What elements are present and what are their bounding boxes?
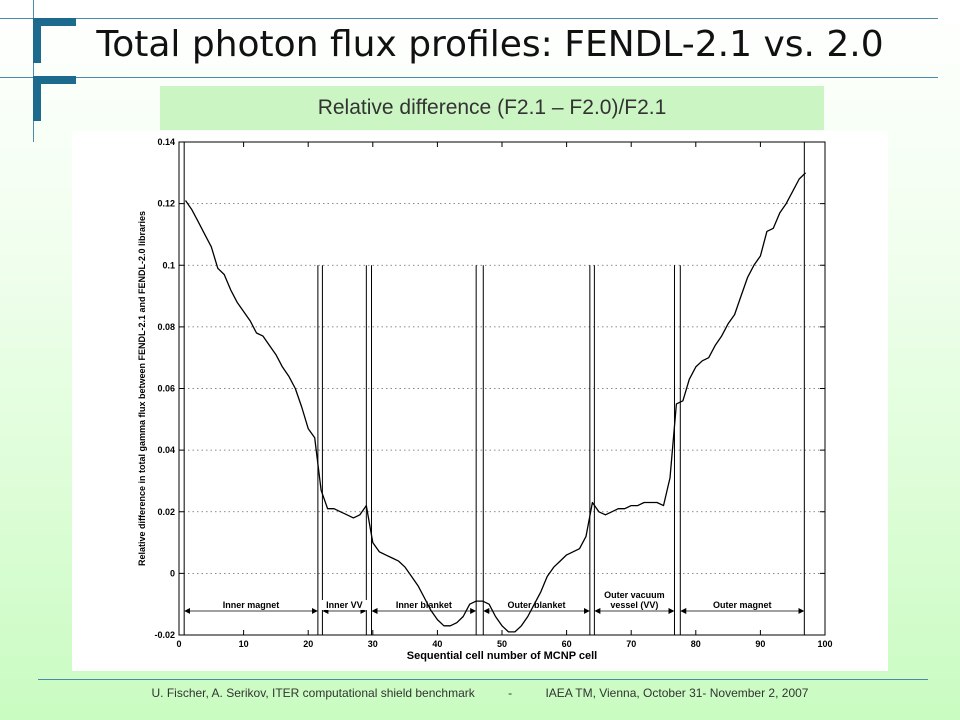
footer: U. Fischer, A. Serikov, ITER computation…	[0, 686, 960, 700]
region-label-bg	[600, 589, 669, 600]
y-tick-label: 0.04	[157, 445, 175, 455]
footer-author: U. Fischer, A. Serikov, ITER computation…	[151, 686, 475, 700]
region-label: Inner blanket	[396, 600, 452, 610]
region-label: Outer magnet	[713, 600, 772, 610]
region-label: Inner magnet	[223, 600, 280, 610]
y-tick-label: 0.02	[157, 507, 175, 517]
x-tick-label: 50	[497, 639, 507, 649]
corner-block-bottom-horizontal	[33, 76, 76, 84]
y-tick-label: 0.12	[157, 199, 175, 209]
x-tick-label: 80	[691, 639, 701, 649]
y-tick-label: 0	[170, 568, 175, 578]
x-tick-label: 20	[303, 639, 313, 649]
region-label-bg	[499, 599, 574, 610]
footer-event: IAEA TM, Vienna, October 31- November 2,…	[545, 686, 809, 700]
x-tick-label: 70	[626, 639, 636, 649]
region-label: Outer vacuum	[604, 590, 665, 600]
flux-difference-chart: Inner magnet Inner VV Inner blanket Outer b…	[137, 137, 833, 662]
x-tick-label: 90	[755, 639, 765, 649]
region-label-bg	[386, 599, 461, 610]
x-tick-label: 40	[432, 639, 442, 649]
region-label-bg	[320, 599, 368, 610]
footer-separator: -	[508, 686, 513, 700]
x-axis-label: Sequential cell number of MCNP cell	[407, 650, 598, 662]
y-axis-ticks: -0.02 0 0.02 0.04 0.06 0.08 0.1 0.12 0.14	[154, 137, 825, 640]
region-label: vessel (VV)	[610, 600, 658, 610]
header-rule-vertical	[33, 0, 34, 142]
y-tick-label: -0.02	[154, 630, 175, 640]
y-tick-label: 0.08	[157, 322, 175, 332]
y-tick-label: 0.06	[157, 384, 175, 394]
y-tick-label: 0.14	[157, 137, 175, 147]
header-rule-bottom	[0, 77, 938, 78]
x-tick-label: 100	[817, 639, 832, 649]
corner-block-top-vertical	[33, 18, 41, 63]
header-rule-top	[0, 18, 938, 19]
region-annotations: Inner magnet Inner VV Inner blanket Outer b…	[184, 589, 805, 614]
series-line	[184, 172, 807, 633]
slide-subtitle: Relative difference (F2.1 – F2.0)/F2.1	[317, 96, 667, 119]
region-label: Outer blanket	[508, 600, 566, 610]
chart-panel: Inner magnet Inner VV Inner blanket Outer b…	[72, 131, 888, 671]
y-axis-label: Relative difference in total gamma flux …	[137, 211, 147, 566]
region-boundaries	[183, 142, 805, 635]
corner-block-bottom-vertical	[33, 76, 41, 121]
footer-rule	[38, 679, 928, 680]
x-tick-label: 10	[239, 639, 249, 649]
region-label-bg	[216, 599, 286, 610]
region-label-bg	[707, 599, 777, 610]
series-layer	[184, 172, 807, 633]
x-tick-label: 30	[368, 639, 378, 649]
region-label-bg	[602, 599, 667, 610]
corner-block-top-horizontal	[33, 18, 76, 26]
x-tick-label: 60	[562, 639, 572, 649]
region-label: Inner VV	[326, 600, 363, 610]
x-axis-ticks: 0 10 20 30 40 50 60 70 80 90 100	[176, 142, 833, 649]
slide-title: Total photon flux profiles: FENDL-2.1 vs…	[96, 24, 884, 65]
y-tick-label: 0.1	[162, 260, 175, 270]
grid-lines	[179, 203, 825, 574]
subtitle-box: Relative difference (F2.1 – F2.0)/F2.1	[160, 86, 824, 130]
x-tick-label: 0	[176, 639, 181, 649]
